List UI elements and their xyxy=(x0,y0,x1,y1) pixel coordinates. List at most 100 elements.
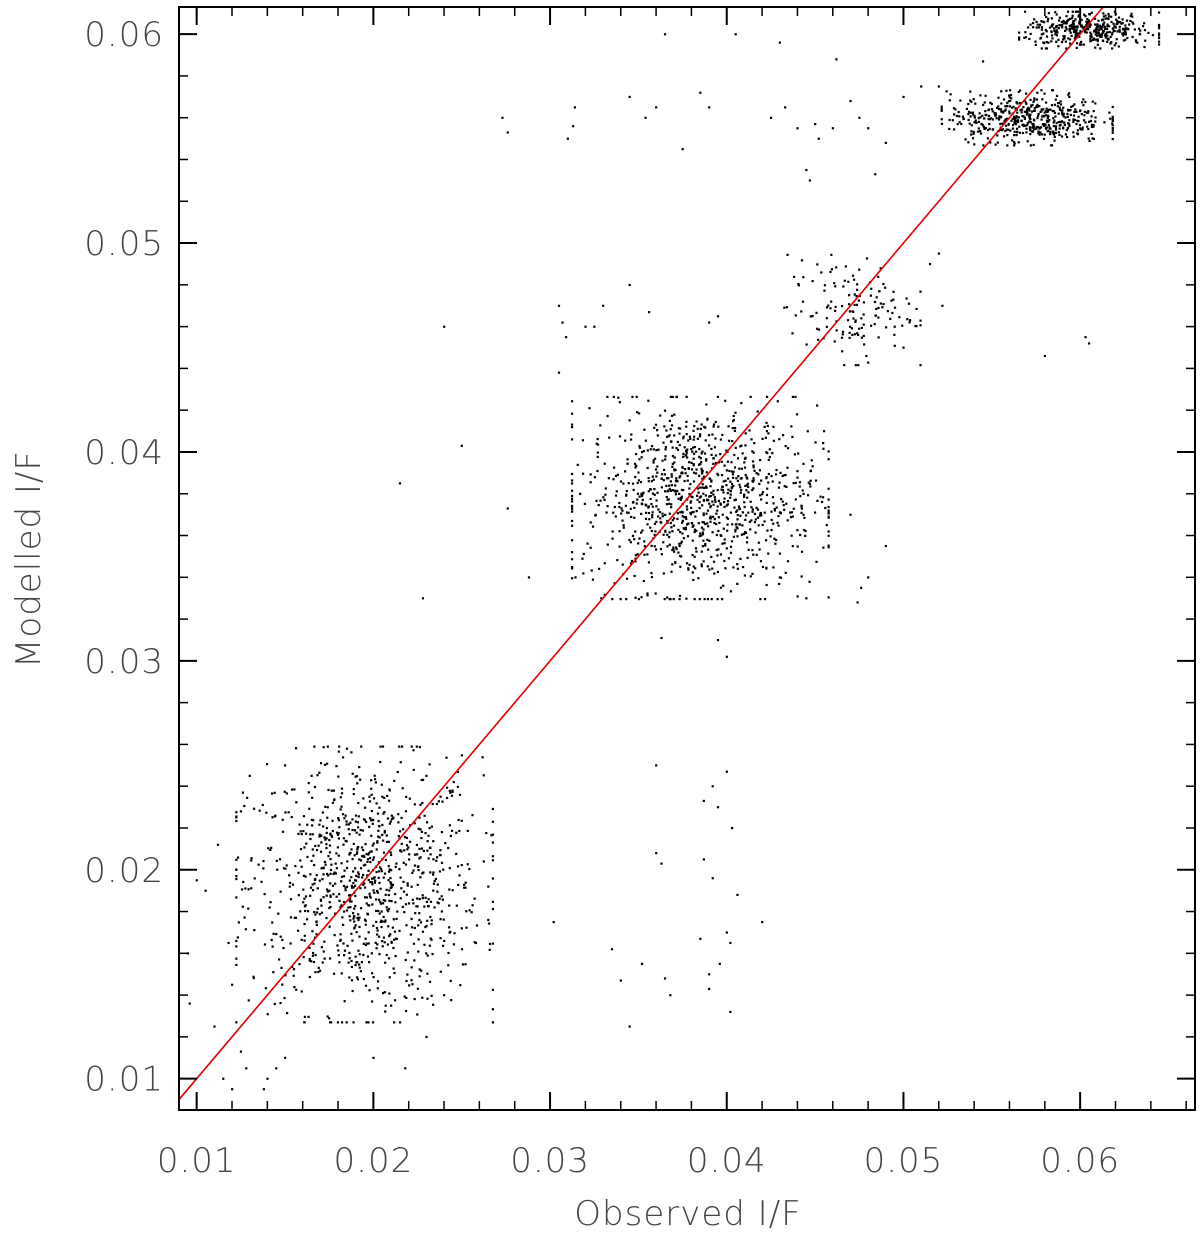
data-point xyxy=(1076,10,1080,13)
data-point xyxy=(570,566,574,569)
data-point xyxy=(873,323,876,326)
data-point xyxy=(705,403,708,406)
data-point xyxy=(309,894,312,897)
data-point xyxy=(581,472,585,475)
data-point xyxy=(418,975,421,978)
data-point xyxy=(679,531,682,534)
data-point xyxy=(364,937,367,940)
data-point xyxy=(811,465,814,468)
data-point xyxy=(1072,135,1075,138)
data-point xyxy=(640,962,644,965)
data-point xyxy=(570,479,574,482)
data-point xyxy=(1063,21,1067,24)
data-point xyxy=(704,426,707,429)
data-point xyxy=(410,979,413,982)
data-point xyxy=(689,483,692,486)
data-point xyxy=(854,319,857,322)
data-point xyxy=(677,528,680,531)
data-point xyxy=(349,919,352,922)
data-point xyxy=(713,572,716,575)
data-point xyxy=(634,530,637,533)
data-point xyxy=(748,429,751,432)
data-point xyxy=(853,293,856,296)
data-point xyxy=(1016,119,1020,122)
data-point xyxy=(395,862,398,865)
data-point xyxy=(584,325,587,328)
data-point xyxy=(708,568,711,571)
data-point xyxy=(685,451,688,454)
data-point xyxy=(383,796,386,800)
data-point xyxy=(1025,127,1028,130)
data-point xyxy=(434,877,437,881)
data-point xyxy=(1053,139,1056,142)
data-point xyxy=(621,519,624,522)
data-point xyxy=(1072,114,1076,117)
data-point xyxy=(1157,34,1161,37)
data-point xyxy=(372,975,375,979)
data-point xyxy=(1079,40,1083,44)
data-point xyxy=(690,468,694,471)
data-point xyxy=(751,450,754,453)
data-point xyxy=(594,514,597,517)
data-point xyxy=(418,968,421,971)
data-point xyxy=(668,419,671,423)
data-point xyxy=(694,567,697,570)
data-point xyxy=(1044,28,1047,32)
data-point xyxy=(390,884,393,887)
data-point xyxy=(331,819,334,822)
data-point xyxy=(1043,133,1046,136)
data-point xyxy=(631,482,635,485)
y-tick-label: 0.01 xyxy=(84,1060,164,1100)
data-point xyxy=(705,499,709,502)
data-point xyxy=(386,817,390,820)
data-point xyxy=(491,907,495,911)
data-point xyxy=(261,803,264,807)
data-point xyxy=(1018,38,1021,41)
data-point xyxy=(379,760,382,764)
data-point xyxy=(1055,122,1058,125)
data-point xyxy=(732,566,735,569)
data-point xyxy=(383,899,387,902)
data-point xyxy=(428,980,432,983)
data-point xyxy=(907,302,911,305)
data-point xyxy=(244,887,247,890)
data-point xyxy=(1100,19,1104,22)
data-point xyxy=(663,425,666,428)
data-point xyxy=(593,476,596,479)
data-point xyxy=(999,116,1003,119)
data-point xyxy=(1094,33,1097,36)
data-point xyxy=(1073,103,1076,106)
data-point xyxy=(395,937,398,940)
data-point xyxy=(352,886,355,889)
data-point xyxy=(796,545,799,548)
data-point xyxy=(361,855,364,858)
data-point xyxy=(1107,15,1111,18)
data-point xyxy=(982,144,985,147)
data-point xyxy=(696,487,700,490)
data-point xyxy=(373,876,376,879)
data-point xyxy=(1038,127,1041,130)
data-point xyxy=(378,806,381,809)
data-point xyxy=(281,818,284,821)
data-point xyxy=(582,572,585,575)
data-point xyxy=(740,467,743,470)
data-point xyxy=(354,904,357,908)
data-point xyxy=(235,939,238,943)
data-point xyxy=(682,452,685,455)
data-point xyxy=(984,113,987,117)
data-point xyxy=(1018,36,1021,39)
data-point xyxy=(1046,120,1049,124)
data-point xyxy=(640,512,643,516)
data-point xyxy=(732,414,735,418)
data-point xyxy=(634,475,637,479)
data-point xyxy=(1009,99,1012,103)
data-point xyxy=(527,576,531,579)
data-point xyxy=(628,283,631,287)
data-point xyxy=(380,783,383,786)
data-point xyxy=(1012,105,1015,108)
data-point xyxy=(816,263,819,266)
data-point xyxy=(378,953,381,956)
data-point xyxy=(675,547,678,551)
data-point xyxy=(1083,110,1086,113)
data-point xyxy=(784,106,787,109)
